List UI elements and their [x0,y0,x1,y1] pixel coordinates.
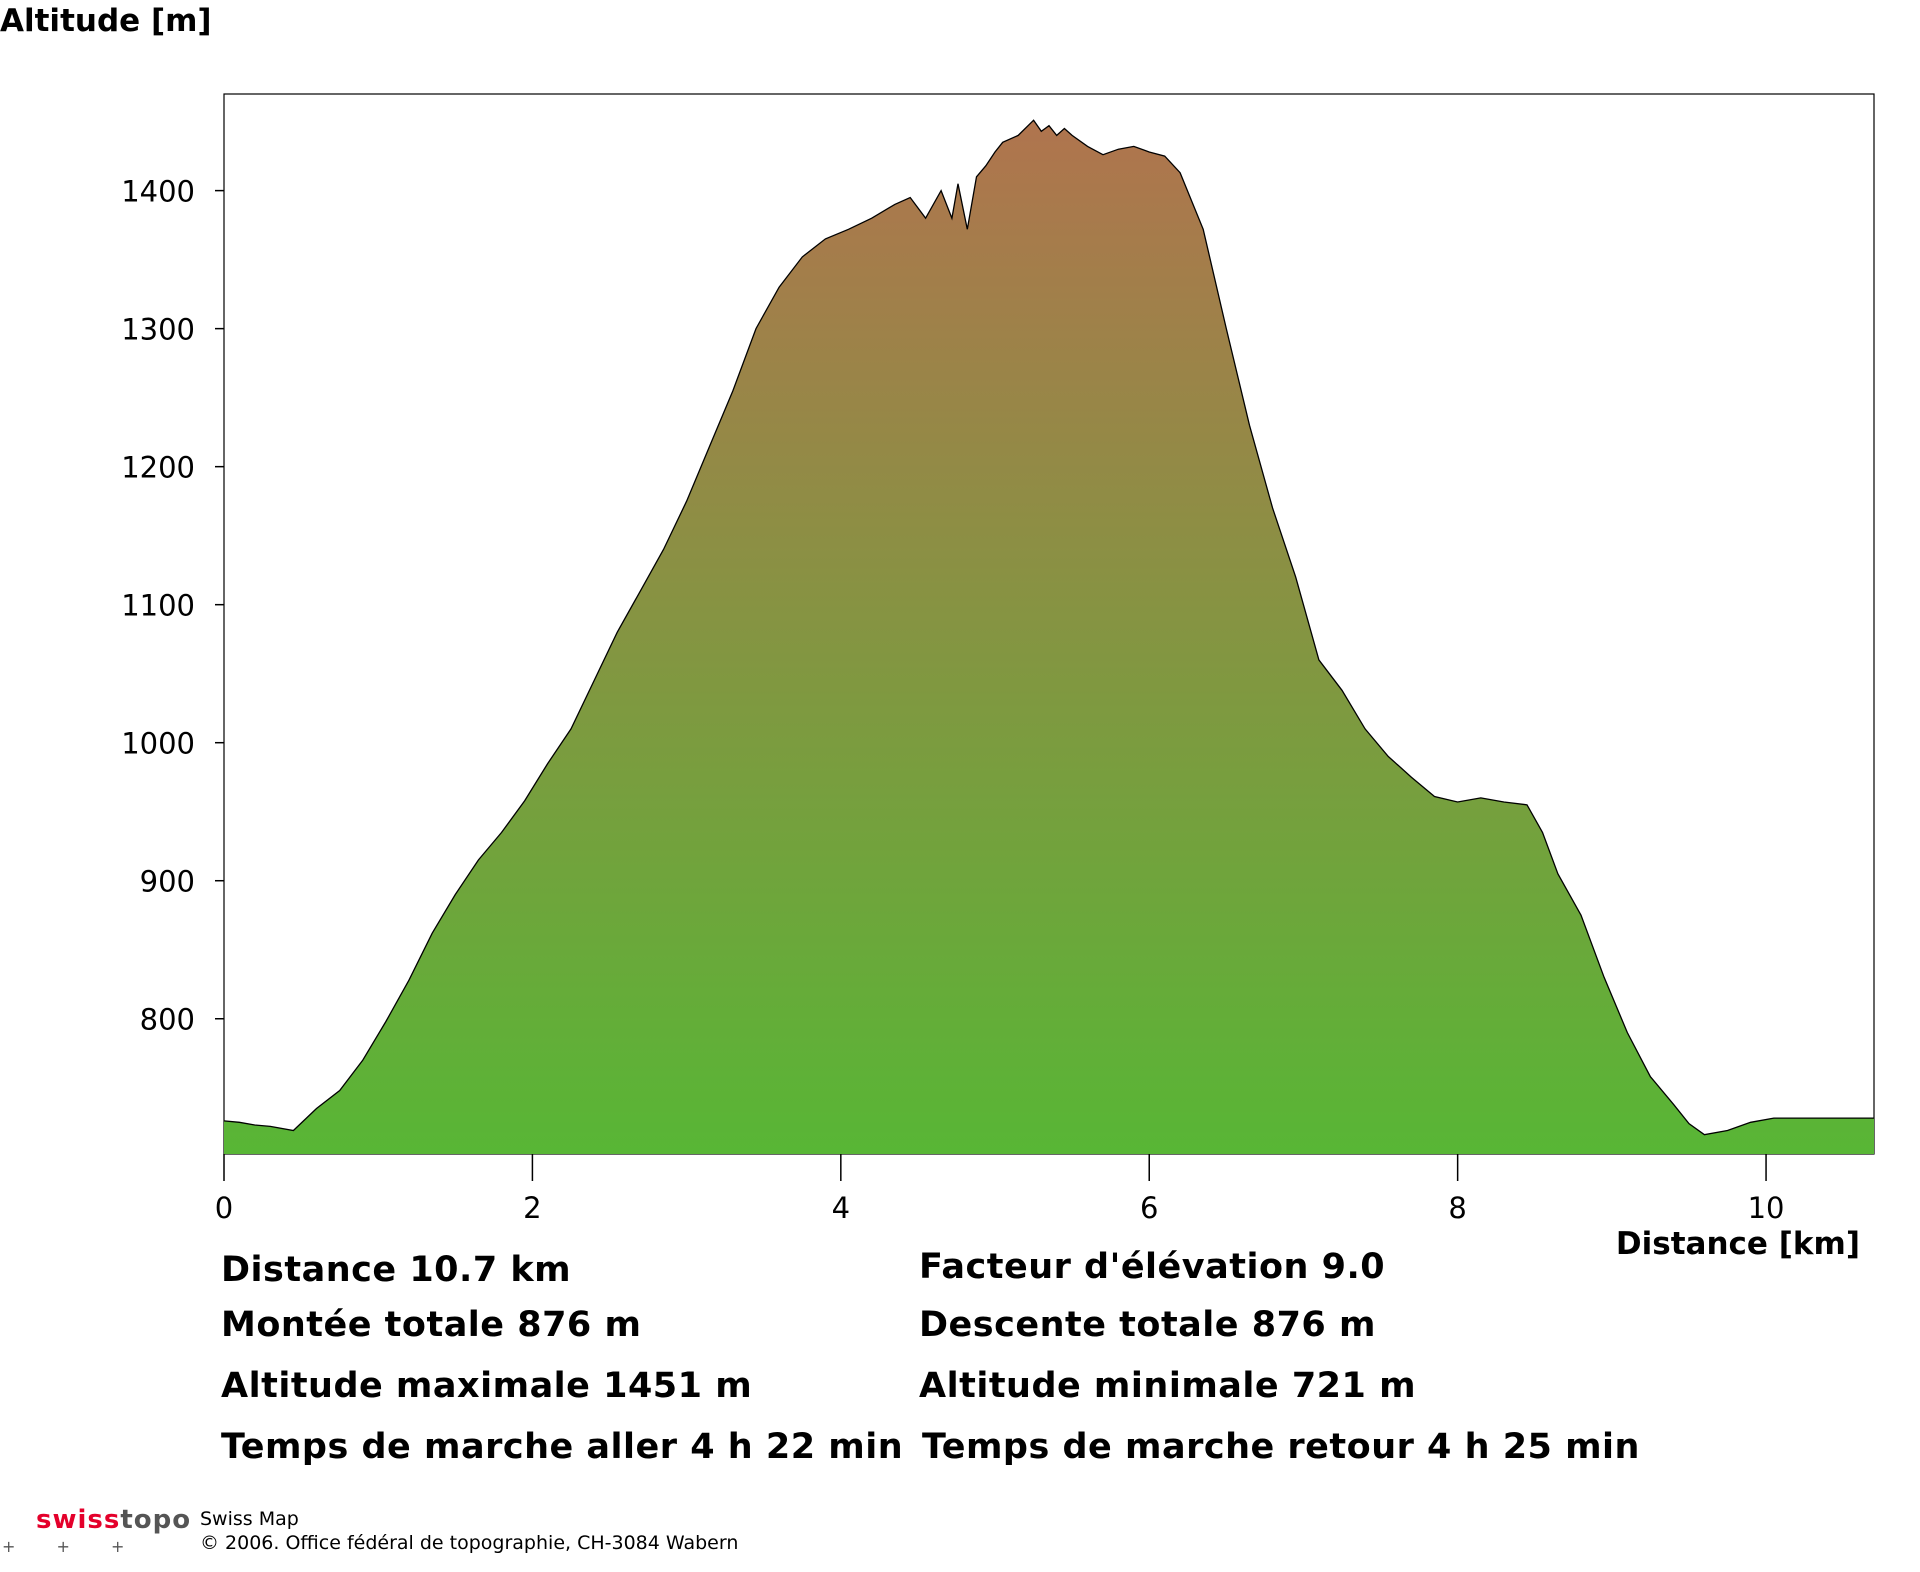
logo-crosses: + + + [2,1537,143,1556]
stat-total-descent: Descente totale 876 m [919,1305,1376,1345]
swisstopo-logo: swisstopo [36,1505,191,1535]
product-name: Swiss Map [200,1508,299,1530]
elevation-area [224,120,1874,1155]
y-tick-label-900: 900 [140,865,195,899]
x-tick-label-0: 0 [215,1191,233,1225]
y-tick-label-800: 800 [140,1003,195,1037]
y-tick-label-1000: 1000 [121,727,195,761]
y-tick-label-1200: 1200 [121,451,195,485]
y-tick-label-1300: 1300 [121,313,195,347]
stat-time-return: Temps de marche retour 4 h 25 min [922,1427,1640,1467]
elevation-line [223,119,1874,1136]
stat-max-altitude: Altitude maximale 1451 m [221,1366,753,1406]
stat-distance: Distance 10.7 km [221,1250,572,1290]
x-tick-label-8: 8 [1448,1191,1466,1225]
stat-elevation-factor: Facteur d'élévation 9.0 [919,1247,1386,1287]
x-tick-label-6: 6 [1140,1191,1158,1225]
y-tick-label-1400: 1400 [121,175,195,209]
stat-min-altitude: Altitude minimale 721 m [919,1366,1417,1406]
x-tick-label-4: 4 [832,1191,850,1225]
stat-time-outbound: Temps de marche aller 4 h 22 min [221,1427,904,1467]
y-tick-label-1100: 1100 [121,589,195,623]
logo-swiss: swiss [36,1505,121,1535]
x-axis-label: Distance [km] [1616,1226,1860,1262]
x-tick-label-2: 2 [523,1191,541,1225]
area-layer [223,119,1874,1155]
stat-total-ascent: Montée totale 876 m [221,1305,642,1345]
logo-topo: topo [120,1505,192,1535]
x-tick-label-10: 10 [1748,1191,1785,1225]
y-axis-label: Altitude [m] [0,3,212,39]
axis-layer: 800 900 1000 1100 1200 1300 1400 0 2 4 6 8 10 [121,175,1784,1225]
copyright-text: © 2006. Office fédéral de topographie, C… [200,1532,739,1554]
